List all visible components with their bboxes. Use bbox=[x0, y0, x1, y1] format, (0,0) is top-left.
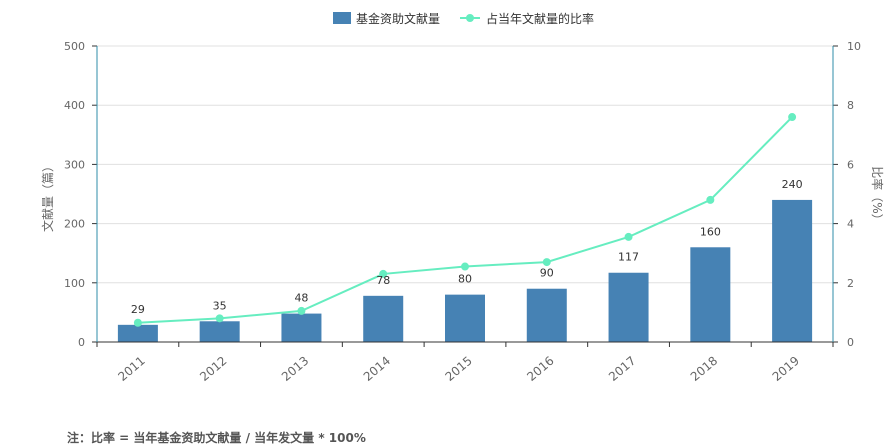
legend[interactable]: 基金资助文献量 占当年文献量的比率 bbox=[333, 11, 594, 26]
x-tick-label: 2015 bbox=[443, 354, 475, 384]
ratio-point bbox=[706, 195, 715, 204]
ratio-point bbox=[297, 306, 306, 315]
x-tick-label: 2012 bbox=[197, 354, 229, 384]
data-label: 90 bbox=[540, 267, 554, 280]
data-label: 80 bbox=[458, 273, 472, 286]
data-label: 35 bbox=[213, 299, 227, 312]
legend-label-bar[interactable]: 基金资助文献量 bbox=[356, 11, 440, 26]
y-right-tick-label: 8 bbox=[847, 99, 854, 112]
footnote: 注：比率 = 当年基金资助文献量 / 当年发文量 * 100% bbox=[67, 431, 366, 445]
ratio-point bbox=[788, 113, 797, 122]
x-tick-label: 2018 bbox=[688, 354, 720, 384]
ratio-point bbox=[461, 262, 469, 271]
ratio-point bbox=[542, 258, 551, 267]
data-label: 29 bbox=[131, 303, 145, 316]
x-tick-label: 2017 bbox=[606, 354, 638, 384]
ratio-point bbox=[133, 318, 142, 327]
bar bbox=[608, 272, 649, 342]
legend-swatch-bar[interactable] bbox=[333, 12, 351, 24]
y-axis-right: 0 2 4 6 8 10 bbox=[832, 40, 861, 349]
data-label: 48 bbox=[294, 292, 308, 305]
data-label: 240 bbox=[782, 178, 803, 191]
bar bbox=[199, 321, 240, 342]
data-label: 78 bbox=[376, 274, 390, 287]
y-right-tick-label: 0 bbox=[847, 336, 854, 349]
y-right-tick-label: 4 bbox=[847, 218, 854, 231]
y-left-tick-label: 500 bbox=[64, 40, 85, 53]
line-series bbox=[133, 113, 797, 327]
y-right-tick-label: 2 bbox=[847, 277, 854, 290]
legend-label-line[interactable]: 占当年文献量的比率 bbox=[486, 11, 594, 26]
y-left-tick-label: 400 bbox=[64, 99, 85, 112]
data-labels: 29 35 48 78 80 90 117 160 240 bbox=[131, 178, 803, 316]
bar bbox=[526, 288, 567, 342]
ratio-point bbox=[215, 314, 224, 323]
data-label: 160 bbox=[700, 225, 721, 238]
x-tick-label: 2011 bbox=[115, 354, 147, 384]
data-label: 117 bbox=[618, 251, 639, 264]
bar bbox=[117, 324, 158, 342]
bar-series bbox=[117, 199, 813, 342]
y-left-tick-label: 100 bbox=[64, 277, 85, 290]
bar bbox=[445, 294, 485, 342]
legend-swatch-line-marker[interactable] bbox=[466, 14, 474, 22]
x-tick-label: 2014 bbox=[361, 354, 393, 384]
y-left-tick-label: 0 bbox=[78, 336, 85, 349]
y-axis-right-title: 比率（%） bbox=[870, 166, 885, 225]
bar bbox=[690, 247, 731, 342]
gridlines bbox=[97, 45, 833, 284]
y-left-tick-label: 300 bbox=[64, 158, 85, 171]
bar bbox=[363, 295, 404, 342]
y-axis-left-title: 文献量（篇） bbox=[40, 160, 55, 232]
bar bbox=[281, 313, 322, 342]
y-right-tick-label: 10 bbox=[847, 40, 861, 53]
x-tick-label: 2013 bbox=[279, 354, 311, 384]
x-tick-label: 2019 bbox=[770, 354, 802, 384]
x-tick-label: 2016 bbox=[524, 354, 556, 384]
ratio-point bbox=[624, 232, 633, 241]
ratio-point bbox=[379, 269, 388, 278]
x-axis: 2011 2012 2013 2014 2015 2016 2017 2018 2019 bbox=[96, 341, 834, 384]
y-right-tick-label: 6 bbox=[847, 158, 854, 171]
bar bbox=[772, 199, 813, 342]
y-left-tick-label: 200 bbox=[64, 218, 85, 231]
y-axis-left: 0 100 200 300 400 500 bbox=[64, 40, 98, 349]
